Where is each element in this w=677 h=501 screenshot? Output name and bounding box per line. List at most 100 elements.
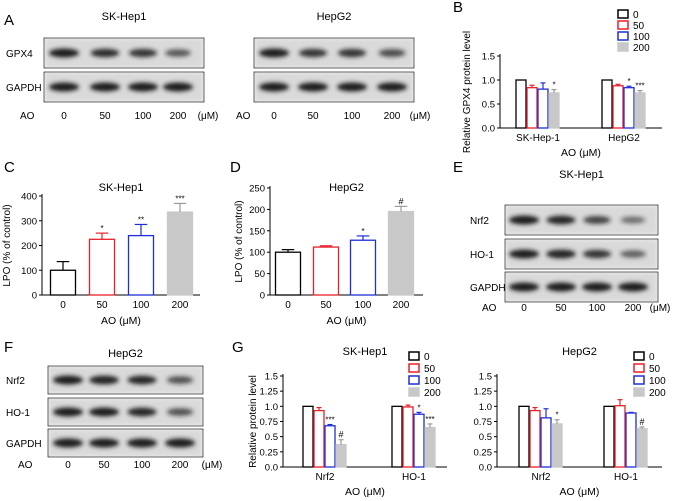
y-tick-label: 1.5 [482, 52, 495, 63]
chart-title: SK-Hep1 [343, 346, 388, 358]
legend-swatch [617, 20, 629, 30]
dose-label: 50 [98, 460, 110, 471]
blot-band [89, 438, 119, 448]
y-axis-label: LPO (% of control) [234, 200, 245, 282]
ao-label: AO [20, 111, 35, 122]
x-axis-label: AO (μM) [345, 486, 385, 498]
x-tick-label: 100 [355, 300, 372, 311]
blot-band [90, 48, 120, 58]
dose-label: 0 [271, 111, 277, 122]
x-tick-label: HO-1 [614, 472, 638, 483]
legend-swatch [617, 31, 629, 41]
dose-label: 200 [625, 303, 642, 314]
legend-label: 100 [633, 32, 650, 43]
panel-letter: A [4, 12, 14, 29]
blot-band [53, 438, 83, 448]
legend-swatch [633, 375, 645, 385]
bar-nrf2-0 [518, 405, 530, 468]
significance-mark: # [338, 430, 343, 440]
legend-label: 200 [633, 43, 650, 54]
blot-band [509, 282, 539, 292]
chart-b: B 0.0 0.5 1.0 1.5 Relative GPX4 protein level… [453, 0, 662, 159]
bar-hepg2-200 [634, 92, 646, 129]
chart-g2: HepG2 0.0 0.25 0.5 0.75 1.0 1.25 1.5 AO (μM) * Nrf… [474, 346, 667, 498]
significance-mark: # [639, 417, 644, 427]
y-tick-label: 0.5 [479, 432, 492, 443]
bar-nrf2-0 [302, 405, 314, 468]
blot-band [89, 407, 119, 417]
x-tick-label: Nrf2 [532, 472, 551, 483]
blot-band [165, 49, 191, 57]
bar-ho-1-200 [424, 426, 436, 468]
y-tick-label: 0.25 [260, 447, 279, 458]
panel-letter: C [4, 159, 15, 176]
dose-label: 100 [344, 111, 361, 122]
blot-row-label: Nrf2 [470, 216, 489, 227]
y-tick-label: 200 [249, 205, 265, 216]
bar-sk-hep-1-0 [515, 79, 527, 129]
bar-200 [166, 211, 194, 296]
x-tick-label: Nrf2 [316, 472, 335, 483]
bar-hepg2-50 [612, 85, 624, 129]
bar-200 [387, 210, 415, 296]
legend-label: 0 [649, 352, 655, 363]
panel-letter: E [453, 159, 463, 176]
dose-unit: (μM) [650, 303, 671, 314]
legend-swatch [633, 351, 645, 361]
dose-label: 50 [99, 111, 111, 122]
y-tick-label: 100 [21, 266, 37, 277]
y-tick-label: 100 [249, 248, 265, 259]
bar-nrf2-200 [551, 423, 563, 468]
blot-band [128, 82, 158, 92]
blot-band [583, 216, 611, 224]
legend-label: 0 [633, 10, 639, 21]
blot-band [163, 82, 193, 92]
dose-label: 100 [135, 111, 152, 122]
panel-letter: B [453, 0, 463, 16]
blot-band [377, 82, 407, 92]
panel-letter: F [4, 339, 13, 356]
bar-ho-1-100 [625, 412, 637, 468]
bar-50 [312, 246, 340, 296]
significance-mark: * [361, 227, 364, 236]
y-tick-label: 50 [254, 269, 265, 280]
blot-band [89, 375, 119, 385]
bar-nrf2-200 [335, 443, 347, 468]
bar-ho-1-50 [402, 406, 414, 468]
bar-0 [274, 251, 302, 296]
y-tick-label: 1.5 [479, 372, 492, 383]
chart-c: C SK-Hep1 0 100 200 300 400 LPO (% of control) A… [2, 159, 200, 327]
bar-sk-hep-1-50 [526, 87, 538, 129]
legend-label: 100 [649, 376, 666, 387]
blot-band [378, 49, 406, 57]
dose-label: 200 [384, 111, 401, 122]
x-tick-label: 50 [96, 300, 108, 311]
blot-band [127, 407, 157, 417]
significance-mark: * [100, 224, 103, 233]
blot-band [509, 215, 539, 225]
blot-band [259, 82, 289, 92]
y-tick-label: 0.5 [482, 100, 495, 111]
legend-swatch [633, 387, 645, 397]
blot-band [166, 376, 194, 384]
chart-d: D HepG2 0 50 100 150 200 250 LPO (% of control) A… [230, 159, 423, 327]
blot-row-label: HO-1 [6, 408, 30, 419]
blot-band [546, 215, 576, 225]
significance-mark: # [398, 196, 403, 206]
y-tick-label: 400 [21, 192, 37, 203]
legend-label: 200 [424, 388, 441, 399]
dose-unit: (μM) [410, 111, 431, 122]
dose-label: 100 [589, 303, 606, 314]
bar-0 [49, 269, 77, 296]
dose-label: 200 [172, 460, 189, 471]
dose-label: 50 [307, 111, 319, 122]
blot-band [546, 282, 576, 292]
blot-band [166, 408, 194, 416]
blot-title: SK-Hep1 [559, 169, 604, 181]
significance-mark: *** [425, 415, 434, 424]
dose-label: 100 [134, 460, 151, 471]
x-tick-label: 200 [393, 300, 410, 311]
y-tick-label: 0.5 [265, 432, 278, 443]
panel-letter: G [232, 339, 244, 356]
dose-label: 0 [521, 303, 527, 314]
